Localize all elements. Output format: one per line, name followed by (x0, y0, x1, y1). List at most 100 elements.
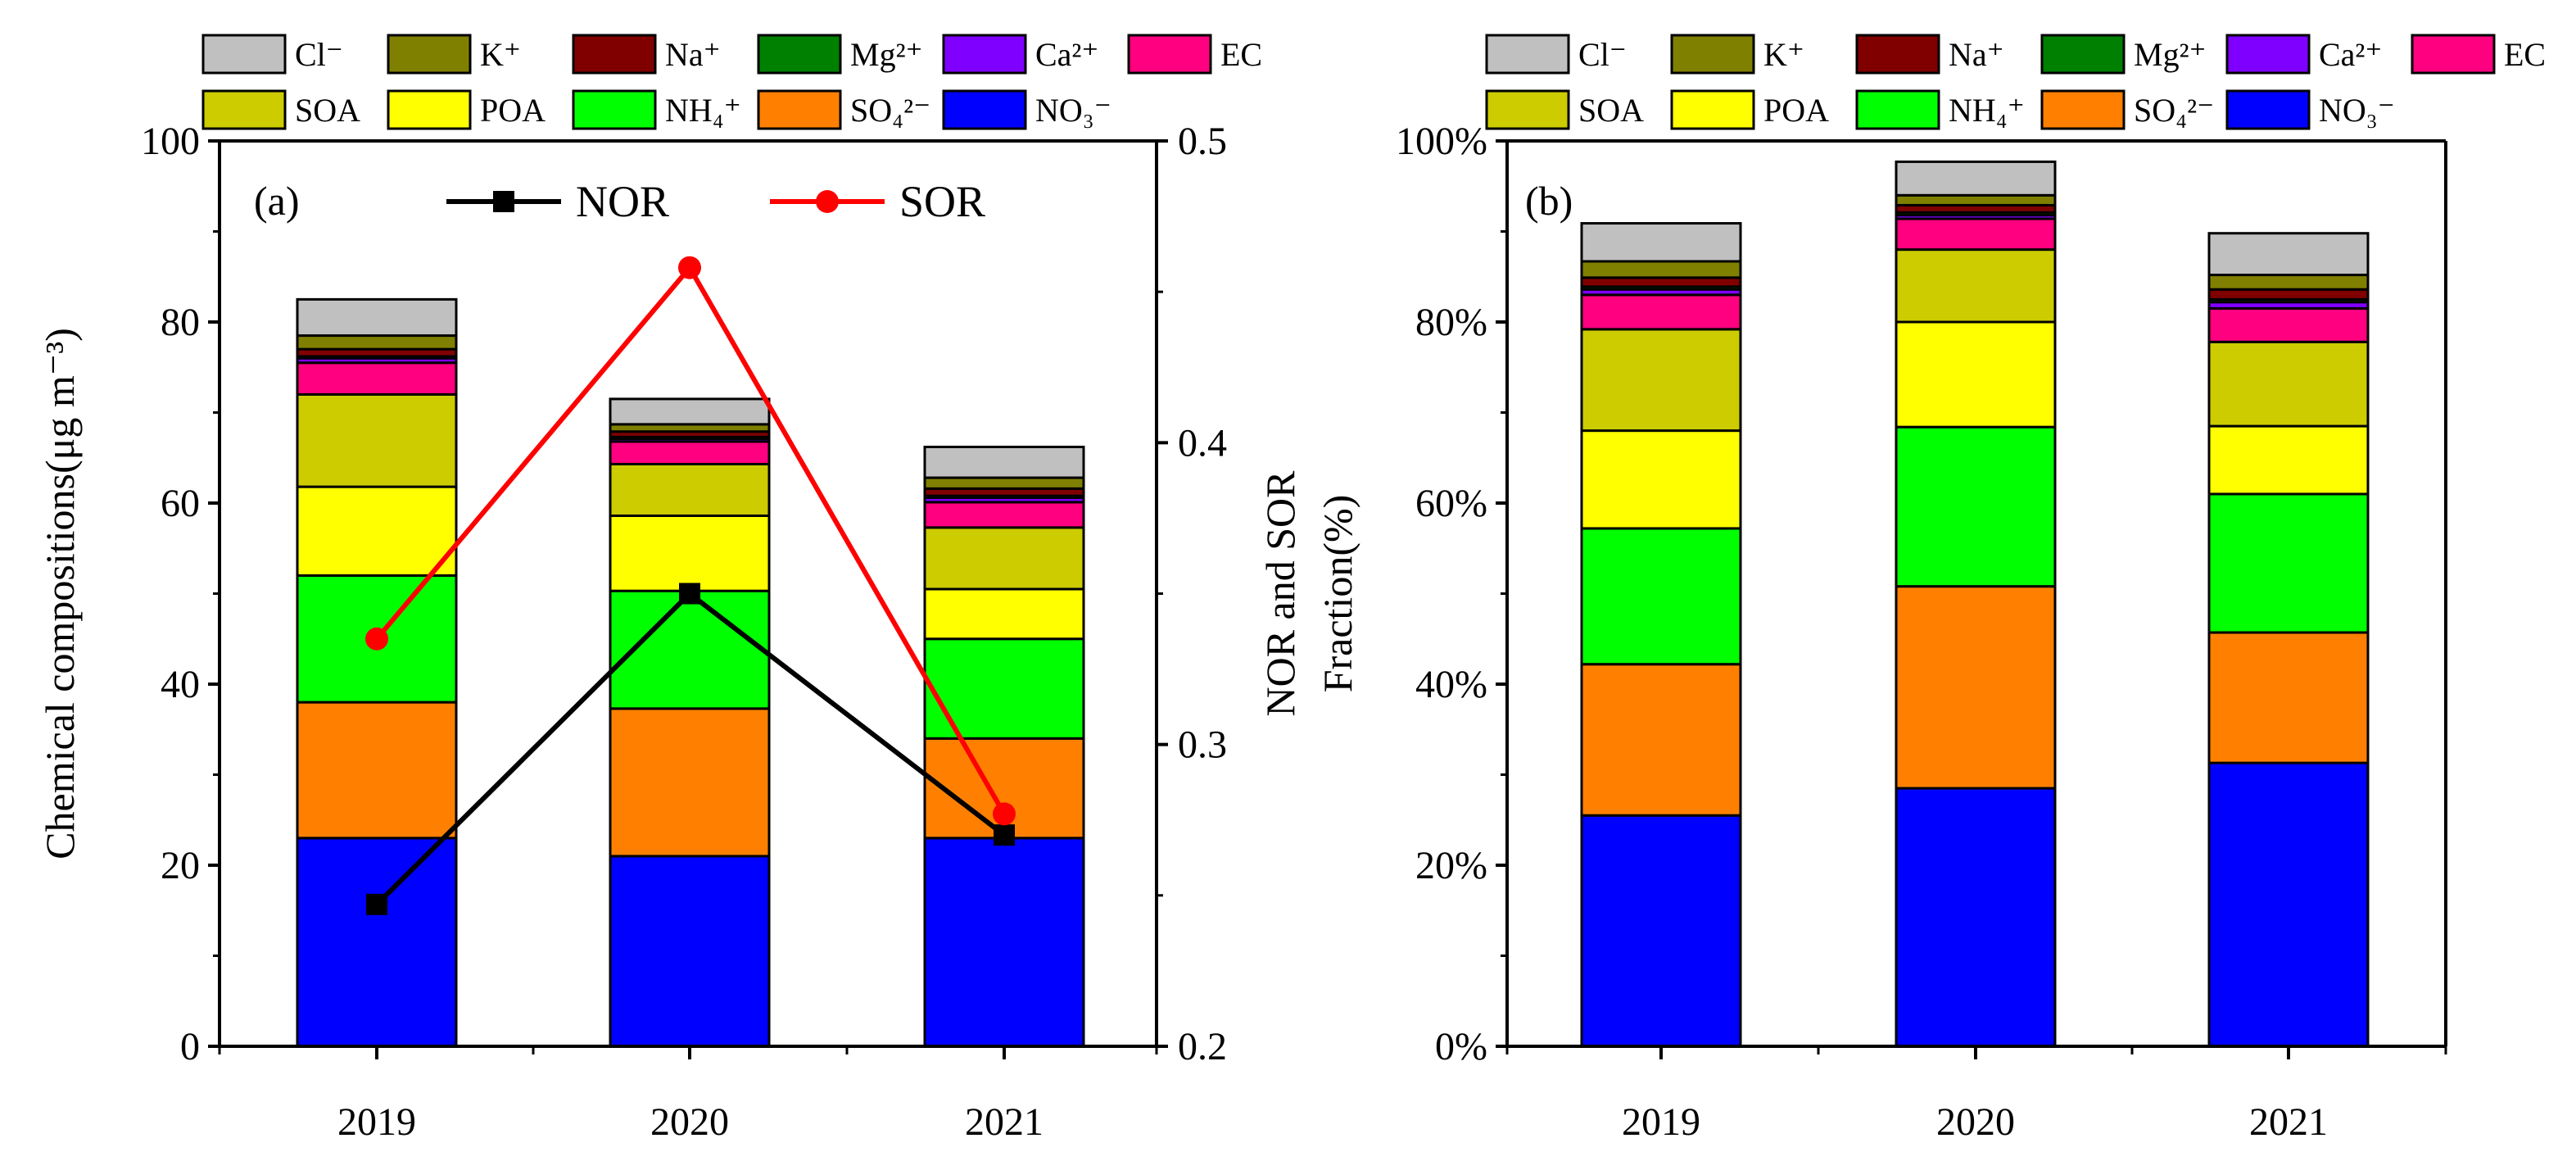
legend-label: Mg²⁺ (2134, 36, 2207, 73)
legend-swatch (757, 34, 842, 75)
legend-label: NO₃⁻ (1035, 92, 1111, 129)
x-tick-label: 2019 (337, 1100, 416, 1144)
x-tick-label: 2020 (1936, 1100, 2015, 1144)
legend-item-cl-minus: Cl⁻ (1485, 34, 1627, 75)
bar-segment-no3-minus-2021 (2207, 761, 2370, 1048)
bar-segment-no3-minus-2019 (296, 837, 458, 1048)
bar-segment-soa-2019 (296, 392, 458, 488)
panel-a: Cl⁻ K⁺ Na⁺ Mg²⁺ Ca²⁺ EC SOA POA NH₄⁺ SO₄²⁻ NO₃⁻ 0 20… (37, 34, 1303, 1144)
x-tick-label: 2019 (1622, 1100, 1700, 1144)
legend: Cl⁻ K⁺ Na⁺ Mg²⁺ Ca²⁺ EC SOA POA NH₄⁺ SO₄²⁻ NO₃⁻ (1485, 34, 2546, 130)
line-legend-item-sor: SOR (770, 177, 985, 226)
legend-swatch (1127, 34, 1212, 75)
bar-segment-no3-minus-2020 (609, 855, 771, 1048)
legend-label: SOA (1578, 92, 1644, 129)
bars (1580, 160, 2370, 1048)
legend-swatch (1485, 34, 1570, 75)
axes: 0 20 40 60 80 100 2019 2020 2021 Chemical composi… (37, 120, 1303, 1144)
y2-axis-title: NOR and SOR (1257, 470, 1303, 717)
legend-label: Ca²⁺ (2319, 36, 2383, 73)
panel-label: (a) (254, 178, 300, 224)
bar-segment-no3-minus-2019 (1580, 814, 1742, 1048)
bar-segment-cl-minus-2019 (296, 297, 458, 338)
panel-b: Cl⁻ K⁺ Na⁺ Mg²⁺ Ca²⁺ EC SOA POA NH₄⁺ SO₄²⁻ NO₃⁻ 0% 2… (1315, 34, 2546, 1144)
bar-segment-k-plus-2020 (1895, 193, 2057, 206)
bar-segment-poa-2020 (1895, 320, 2057, 429)
bar-segment-na-plus-2019 (1580, 276, 1742, 288)
x-tick-label: 2021 (2249, 1100, 2328, 1144)
y-tick-label: 80% (1415, 301, 1487, 344)
legend-label: SO₄²⁻ (850, 92, 930, 129)
bar-segment-ec-2020 (1895, 217, 2057, 252)
y2-tick-label: 0.3 (1178, 723, 1227, 767)
nor-point (679, 583, 700, 605)
line-series (365, 256, 1016, 915)
nor-point (366, 893, 387, 915)
axes: 0% 20% 40% 60% 80% 100% 2019 2020 2021 Fraction(%… (1315, 120, 2447, 1144)
bar-segment-poa-2019 (1580, 429, 1742, 530)
legend-item-mg2-plus: Mg²⁺ (757, 34, 923, 75)
legend-swatch (2225, 89, 2311, 130)
legend-label: EC (2504, 36, 2546, 73)
legend-label: Na⁺ (665, 36, 721, 73)
legend-item-so42-minus: SO₄²⁻ (757, 89, 930, 130)
nor-point (994, 824, 1015, 846)
panel-label: (b) (1525, 178, 1573, 224)
bar-segment-nh4-plus-2019 (1580, 527, 1742, 666)
bar-segment-no3-minus-2021 (923, 837, 1085, 1048)
bar-segment-cl-minus-2021 (923, 445, 1085, 479)
bar-segment-ec-2019 (1580, 293, 1742, 331)
bar-segment-cl-minus-2021 (2207, 232, 2370, 277)
legend-label: SO₄²⁻ (2134, 92, 2214, 129)
y-axis-title: Fraction(%) (1315, 495, 1360, 693)
y-tick-label: 40 (161, 663, 200, 706)
legend-item-no3-minus: NO₃⁻ (2225, 89, 2395, 130)
sor-point (365, 627, 388, 651)
sor-point (678, 256, 701, 279)
bar-segment-no3-minus-2020 (1895, 787, 2057, 1048)
legend-swatch (387, 89, 472, 130)
y2-tick-label: 0.4 (1178, 421, 1227, 465)
legend-swatch (1485, 89, 1570, 130)
bar-segment-so42-minus-2020 (1895, 585, 2057, 790)
sor-point (993, 802, 1016, 826)
bar-segment-ec-2021 (923, 501, 1085, 529)
y-tick-label: 40% (1415, 663, 1487, 706)
legend-item-k-plus: K⁺ (387, 34, 521, 75)
line-legend-marker (816, 190, 839, 213)
legend-label: Cl⁻ (1578, 36, 1627, 73)
y-tick-label: 20% (1415, 844, 1487, 887)
legend-item-poa: POA (387, 89, 546, 130)
legend-label: Cl⁻ (295, 36, 343, 73)
bar-segment-k-plus-2021 (923, 476, 1085, 490)
legend-swatch (2040, 34, 2126, 75)
y-tick-label: 0 (180, 1025, 200, 1068)
bar-segment-poa-2019 (296, 485, 458, 577)
bar-segment-poa-2021 (2207, 424, 2370, 496)
legend-swatch (2225, 34, 2311, 75)
bar-segment-k-plus-2019 (296, 334, 458, 351)
legend-item-ec: EC (2411, 34, 2546, 75)
legend-label: NH₄⁺ (665, 92, 741, 129)
legend-item-na-plus: Na⁺ (1855, 34, 2004, 75)
line-legend-item-nor: NOR (446, 177, 669, 226)
bar-segment-cl-minus-2020 (609, 397, 771, 426)
bar-segment-ec-2021 (2207, 306, 2370, 343)
legend: Cl⁻ K⁺ Na⁺ Mg²⁺ Ca²⁺ EC SOA POA NH₄⁺ SO₄²⁻ NO₃⁻ (201, 34, 1262, 130)
legend-swatch (2411, 34, 2496, 75)
legend-item-cl-minus: Cl⁻ (201, 34, 343, 75)
legend-swatch (2040, 89, 2126, 130)
y2-tick-label: 0.5 (1178, 120, 1227, 163)
legend-swatch (1670, 34, 1755, 75)
legend-item-ca2-plus: Ca²⁺ (942, 34, 1099, 75)
legend-item-no3-minus: NO₃⁻ (942, 89, 1111, 130)
series-sor (365, 256, 1016, 826)
legend-swatch (572, 34, 657, 75)
bar-segment-nh4-plus-2021 (923, 637, 1085, 740)
legend-label: Ca²⁺ (1035, 36, 1099, 73)
legend-label: POA (480, 92, 546, 129)
line-legend-label: NOR (576, 177, 669, 226)
x-tick-label: 2020 (650, 1100, 729, 1144)
bar-segment-soa-2021 (2207, 340, 2370, 428)
y2-tick-label: 0.2 (1178, 1025, 1227, 1068)
